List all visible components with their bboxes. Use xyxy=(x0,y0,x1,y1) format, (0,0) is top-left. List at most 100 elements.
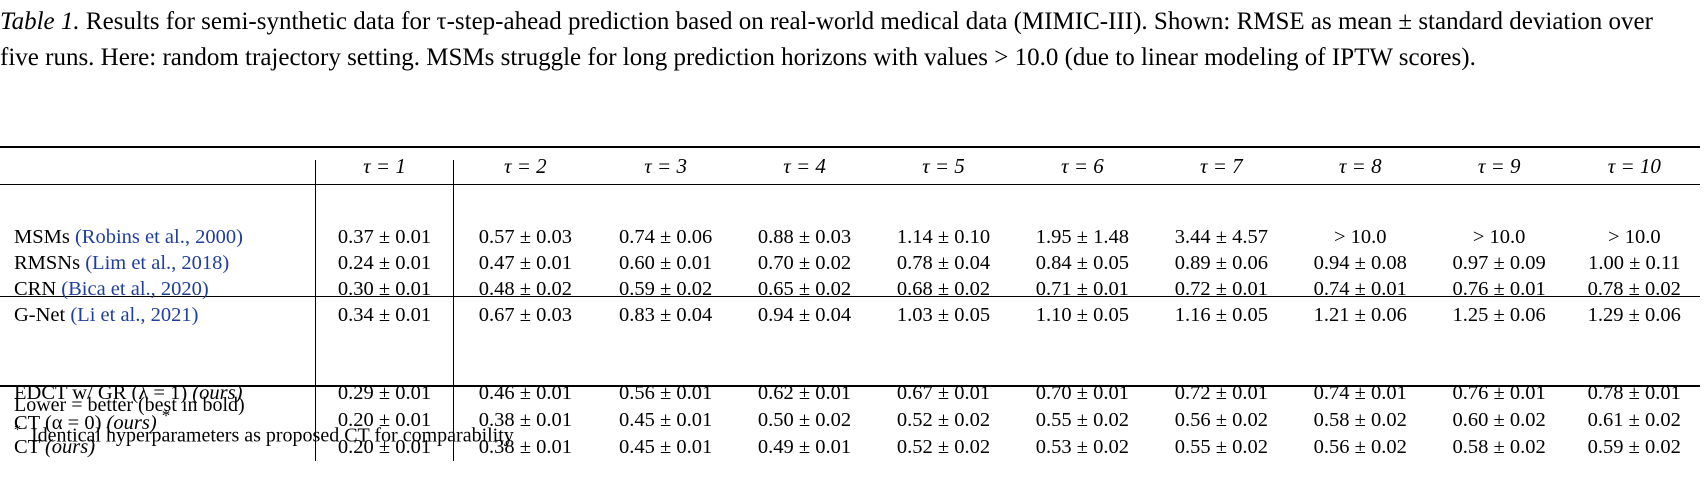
col-header-tau-4: τ = 4 xyxy=(783,153,826,178)
method-name: RMSNs xyxy=(14,251,81,274)
cell: 0.72 ± 0.01 xyxy=(1174,381,1268,404)
cell: 1.16 ± 0.05 xyxy=(1174,303,1268,326)
table-row: CRN (Bica et al., 2020) 0.30 ± 0.01 0.48… xyxy=(0,276,1700,302)
cell: 0.84 ± 0.05 xyxy=(1035,251,1130,274)
cell: 0.78 ± 0.01 xyxy=(1587,381,1681,404)
row-label: CT (α = 0) (ours) * xyxy=(0,406,315,435)
cell: 0.61 ± 0.02 xyxy=(1587,408,1681,431)
cell: > 10.0 xyxy=(1472,225,1526,248)
method-name: CT xyxy=(14,436,40,459)
cell: 0.70 ± 0.01 xyxy=(1035,381,1130,404)
cell: 1.29 ± 0.06 xyxy=(1587,303,1681,326)
cell: 0.47 ± 0.01 xyxy=(453,250,597,276)
cell: 0.59 ± 0.02 xyxy=(619,277,713,300)
method-name: CRN xyxy=(14,277,57,300)
footnote-text: Identical hyperparameters as proposed CT… xyxy=(31,424,514,447)
cell: 0.94 ± 0.04 xyxy=(757,303,852,326)
results-table: τ = 1 τ = 2 τ = 3 τ = 4 τ = 5 τ = 6 τ = … xyxy=(0,147,1700,461)
cell: 1.25 ± 0.06 xyxy=(1452,303,1546,326)
method-name: EDCT w/ GR (λ = 1) xyxy=(14,381,188,404)
cell: 0.89 ± 0.06 xyxy=(1174,251,1268,274)
method-name: MSMs xyxy=(14,225,70,248)
footnote-marker: * xyxy=(161,406,171,425)
cell: 0.88 ± 0.03 xyxy=(757,225,852,248)
table-caption: Table 1. Results for semi-synthetic data… xyxy=(0,4,1660,76)
cell: 1.10 ± 0.05 xyxy=(1035,303,1130,326)
cell: 0.52 ± 0.02 xyxy=(896,408,991,431)
cell: 0.67 ± 0.01 xyxy=(896,381,991,404)
citation-link[interactable]: (Robins et al., 2000) xyxy=(74,225,243,248)
citation-link[interactable]: (Lim et al., 2018) xyxy=(85,251,230,274)
cell: 0.53 ± 0.02 xyxy=(1035,436,1130,459)
header-row: τ = 1 τ = 2 τ = 3 τ = 4 τ = 5 τ = 6 τ = … xyxy=(0,147,1700,198)
cell: 0.55 ± 0.02 xyxy=(1174,436,1268,459)
cell: 0.94 ± 0.08 xyxy=(1313,251,1407,274)
spacer-row xyxy=(0,354,1700,380)
cell: 0.20 ± 0.01 xyxy=(314,406,454,435)
cell: 0.58 ± 0.02 xyxy=(1313,408,1407,431)
table-row: MSMs (Robins et al., 2000) 0.37 ± 0.01 0… xyxy=(0,224,1700,250)
bottom-rule xyxy=(0,385,1700,387)
cell: 1.21 ± 0.06 xyxy=(1313,303,1407,326)
citation-link[interactable]: (Li et al., 2021) xyxy=(70,303,199,326)
cell: 0.97 ± 0.09 xyxy=(1452,251,1546,274)
footnote: * Identical hyperparameters as proposed … xyxy=(14,418,514,449)
col-header-tau-2: τ = 2 xyxy=(453,147,597,185)
ours-tag: (ours) xyxy=(192,381,243,404)
cell: 0.76 ± 0.01 xyxy=(1452,277,1546,300)
col-header-tau-9: τ = 9 xyxy=(1477,153,1521,178)
cell: 0.30 ± 0.01 xyxy=(314,276,454,302)
col-header-tau-6: τ = 6 xyxy=(1061,153,1104,178)
method-name: CT (α = 0) xyxy=(14,411,102,434)
cell: 0.52 ± 0.02 xyxy=(896,436,991,459)
cell: 0.68 ± 0.02 xyxy=(896,277,991,300)
col-header-tau-3: τ = 3 xyxy=(644,153,687,178)
cell: 0.24 ± 0.01 xyxy=(314,250,454,276)
cell: 1.00 ± 0.11 xyxy=(1588,251,1681,274)
cell: 0.49 ± 0.01 xyxy=(757,436,852,459)
cell: 0.62 ± 0.01 xyxy=(757,381,852,404)
spacer-row xyxy=(0,328,1700,354)
cell: 0.78 ± 0.02 xyxy=(1587,277,1681,300)
cell: 0.67 ± 0.03 xyxy=(453,302,597,328)
cell: 0.60 ± 0.02 xyxy=(1452,408,1546,431)
cell: 0.58 ± 0.02 xyxy=(1452,436,1546,459)
cell: 0.29 ± 0.01 xyxy=(314,380,454,406)
table-row: CT (ours) 0.20 ± 0.01 0.38 ± 0.01 0.45 ±… xyxy=(0,434,1700,461)
cell: 0.34 ± 0.01 xyxy=(314,302,454,328)
cell: 0.46 ± 0.01 xyxy=(453,380,597,406)
cell: 0.45 ± 0.01 xyxy=(619,436,713,459)
cell: 0.76 ± 0.01 xyxy=(1452,381,1546,404)
table-row: CT (α = 0) (ours) * 0.20 ± 0.01 0.38 ± 0… xyxy=(0,406,1700,435)
cell: > 10.0 xyxy=(1608,225,1661,248)
row-label: MSMs (Robins et al., 2000) xyxy=(0,224,315,250)
cell: 0.55 ± 0.02 xyxy=(1035,408,1130,431)
ours-tag: (ours) xyxy=(106,411,157,434)
col-header-tau-8: τ = 8 xyxy=(1338,153,1382,178)
cell: 1.14 ± 0.10 xyxy=(896,225,991,248)
col-header-tau-5: τ = 5 xyxy=(922,153,965,178)
method-name: G-Net xyxy=(14,303,66,326)
spacer-row xyxy=(0,198,1700,224)
cell: 0.83 ± 0.04 xyxy=(619,303,713,326)
cell: 0.56 ± 0.02 xyxy=(1313,436,1407,459)
cell: 0.20 ± 0.01 xyxy=(314,434,454,461)
cell: 0.71 ± 0.01 xyxy=(1035,277,1130,300)
cell: 3.44 ± 4.57 xyxy=(1174,225,1268,248)
cell: 0.70 ± 0.02 xyxy=(757,251,852,274)
cell: 0.74 ± 0.06 xyxy=(619,225,713,248)
cell: 0.60 ± 0.01 xyxy=(619,251,713,274)
mid-rule xyxy=(0,296,1700,297)
cell: 0.74 ± 0.01 xyxy=(1313,277,1407,300)
citation-link[interactable]: (Bica et al., 2020) xyxy=(61,277,209,300)
row-label: G-Net (Li et al., 2021) xyxy=(0,302,315,328)
cell: 0.45 ± 0.01 xyxy=(619,408,713,431)
cell: 1.03 ± 0.05 xyxy=(896,303,991,326)
cell: > 10.0 xyxy=(1333,225,1387,248)
cell: 0.38 ± 0.01 xyxy=(453,406,597,435)
top-rule xyxy=(0,146,1700,148)
cell: 0.65 ± 0.02 xyxy=(757,277,852,300)
cell: 0.72 ± 0.01 xyxy=(1174,277,1268,300)
cell: 0.56 ± 0.01 xyxy=(619,381,713,404)
cell: 0.56 ± 0.02 xyxy=(1174,408,1268,431)
